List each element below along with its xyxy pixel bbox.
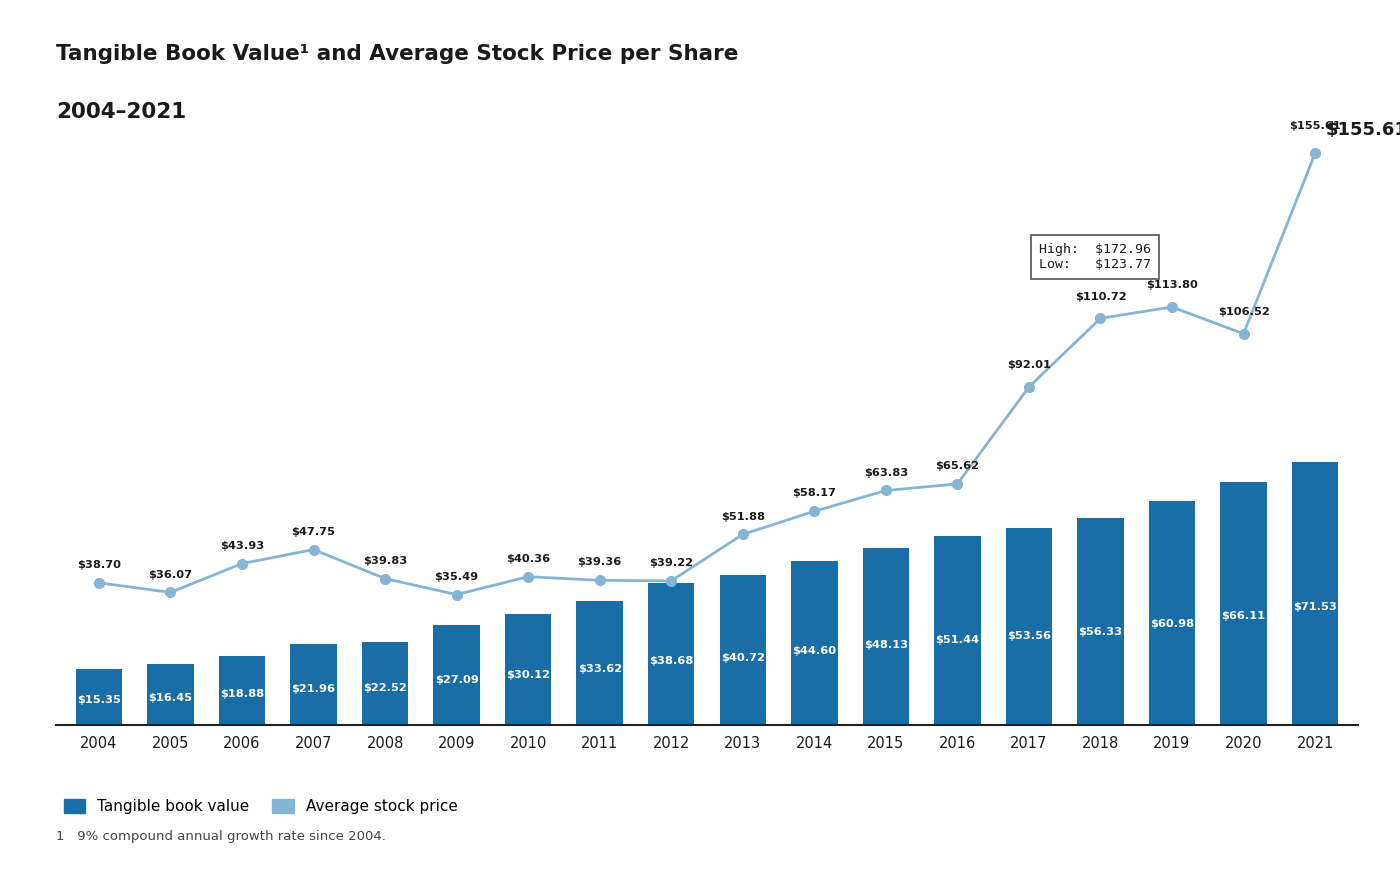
Text: $63.83: $63.83 — [864, 468, 909, 477]
Text: $39.36: $39.36 — [578, 558, 622, 568]
Text: $155.61: $155.61 — [1289, 121, 1341, 132]
Bar — [577, 601, 623, 725]
Bar — [934, 536, 980, 725]
Bar — [720, 575, 766, 725]
Text: $33.62: $33.62 — [578, 665, 622, 674]
Bar — [76, 668, 122, 725]
Text: $27.09: $27.09 — [434, 675, 479, 685]
Text: $35.49: $35.49 — [434, 572, 479, 582]
Text: $65.62: $65.62 — [935, 461, 980, 471]
Bar — [290, 644, 337, 725]
Text: $71.53: $71.53 — [1294, 602, 1337, 612]
Bar — [505, 614, 552, 725]
Text: 1   9% compound annual growth rate since 2004.: 1 9% compound annual growth rate since 2… — [56, 830, 386, 843]
Text: $58.17: $58.17 — [792, 489, 836, 499]
Text: $113.80: $113.80 — [1147, 280, 1198, 291]
Text: $155.61: $155.61 — [1326, 121, 1400, 139]
Text: $110.72: $110.72 — [1075, 292, 1126, 301]
Text: $21.96: $21.96 — [291, 683, 336, 694]
Bar — [1149, 501, 1196, 725]
Text: $15.35: $15.35 — [77, 695, 120, 705]
Text: $40.72: $40.72 — [721, 652, 764, 663]
Text: $48.13: $48.13 — [864, 640, 909, 651]
Text: Tangible Book Value¹ and Average Stock Price per Share: Tangible Book Value¹ and Average Stock P… — [56, 44, 738, 65]
Bar — [434, 625, 480, 725]
Text: $38.70: $38.70 — [77, 560, 120, 570]
Legend: Tangible book value, Average stock price: Tangible book value, Average stock price — [63, 799, 458, 814]
Text: $47.75: $47.75 — [291, 527, 336, 537]
Bar — [361, 642, 409, 725]
Text: $16.45: $16.45 — [148, 693, 192, 703]
Text: $40.36: $40.36 — [505, 554, 550, 564]
Text: High:  $172.96
Low:   $123.77: High: $172.96 Low: $123.77 — [1039, 243, 1151, 271]
Text: $92.01: $92.01 — [1007, 361, 1051, 370]
Bar — [1077, 518, 1124, 725]
Bar — [1005, 529, 1053, 725]
Text: $106.52: $106.52 — [1218, 308, 1270, 317]
Text: $43.93: $43.93 — [220, 541, 265, 551]
Text: $39.22: $39.22 — [650, 558, 693, 568]
Text: $66.11: $66.11 — [1222, 611, 1266, 621]
Text: $38.68: $38.68 — [650, 656, 693, 666]
Text: $53.56: $53.56 — [1007, 631, 1051, 642]
Text: $36.07: $36.07 — [148, 569, 192, 580]
Text: $30.12: $30.12 — [507, 670, 550, 680]
Bar — [218, 656, 265, 725]
Bar — [862, 548, 909, 725]
Text: $22.52: $22.52 — [363, 682, 407, 693]
Bar — [1221, 482, 1267, 725]
Text: 2004–2021: 2004–2021 — [56, 102, 186, 122]
Bar — [147, 665, 193, 725]
Text: $18.88: $18.88 — [220, 689, 265, 698]
Bar — [648, 583, 694, 725]
Text: $44.60: $44.60 — [792, 646, 836, 656]
Text: $51.44: $51.44 — [935, 635, 980, 645]
Text: $51.88: $51.88 — [721, 512, 764, 522]
Bar — [1292, 462, 1338, 725]
Bar — [791, 561, 837, 725]
Text: $60.98: $60.98 — [1149, 619, 1194, 629]
Text: $39.83: $39.83 — [363, 556, 407, 566]
Text: $56.33: $56.33 — [1078, 627, 1123, 636]
